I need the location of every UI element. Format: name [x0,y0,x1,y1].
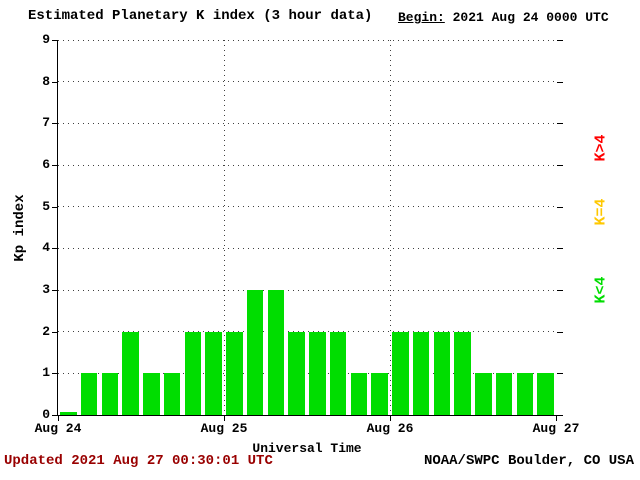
y-tick-mark-left [52,123,58,125]
kp-bar [205,331,222,415]
legend-item-K4: K<4 [592,276,610,304]
y-tick-mark-right [557,248,563,250]
gridline-horizontal [58,247,556,249]
kp-bar [392,331,409,415]
y-tick-label: 5 [42,198,50,214]
y-tick-mark-right [557,40,563,41]
begin-info: Begin: 2021 Aug 24 0000 UTC [398,10,609,25]
y-tick-mark-right [557,290,563,291]
y-tick-mark-right [557,331,563,333]
gridline-vertical [224,40,225,415]
y-tick-mark-right [557,165,563,166]
gridline-horizontal [58,39,556,41]
gridline-horizontal [58,372,556,374]
legend-item-K4: K=4 [592,198,610,226]
kp-bar [246,290,264,415]
kp-bar [412,331,430,415]
y-tick-label: 8 [42,73,50,89]
x-axis-title: Universal Time [252,441,362,456]
y-tick-mark-left [52,331,58,333]
gridline-vertical [390,40,391,415]
gridline-horizontal [58,331,556,333]
y-tick-label: 1 [42,365,50,381]
y-tick-label: 6 [42,157,50,172]
x-tick-label: Aug 25 [200,421,248,436]
y-tick-mark-right [557,373,563,375]
gridline-horizontal [58,164,556,166]
y-tick-label: 2 [42,323,50,339]
gridline-horizontal [58,289,556,291]
y-tick-label: 0 [42,407,50,422]
kp-bar [329,331,347,415]
gridline-horizontal [58,206,556,208]
kp-bar [288,331,305,415]
x-tick-mark [556,416,557,421]
gridline-horizontal [58,122,556,124]
kp-bar [80,373,98,415]
y-tick-mark-left [52,40,58,41]
y-tick-label: 9 [42,32,50,47]
y-tick-mark-left [52,81,58,83]
y-tick-mark-left [52,415,58,416]
y-tick-mark-left [52,248,58,250]
y-tick-mark-left [52,165,58,166]
kp-bar [475,373,492,415]
plot-area [58,39,556,415]
x-tick-label: Aug 26 [366,421,414,436]
updated-timestamp: Updated 2021 Aug 27 00:30:01 UTC [4,453,273,469]
y-tick-mark-right [557,415,563,416]
source-credit: NOAA/SWPC Boulder, CO USA [423,453,634,469]
kp-bar [495,373,513,415]
y-tick-mark-right [557,123,563,125]
x-tick-mark [224,416,225,421]
kp-bar [433,331,451,415]
kp-bar [163,373,181,415]
begin-value: 2021 Aug 24 0000 UTC [452,10,609,25]
kp-bar [267,290,285,415]
kp-bar [350,373,368,415]
y-tick-label: 3 [42,282,50,297]
x-tick-mark [390,416,391,421]
x-tick-label: Aug 24 [34,421,82,436]
kp-bar [60,412,77,415]
y-tick-mark-left [52,290,58,291]
y-tick-mark-left [52,206,58,208]
kp-bar [516,373,534,415]
x-axis-line [57,415,557,416]
kp-bar [371,373,388,415]
y-tick-mark-right [557,81,563,83]
y-tick-label: 7 [42,115,50,131]
kp-bar [143,373,160,415]
kp-bar [226,331,243,415]
y-tick-mark-left [52,373,58,375]
chart-title: Estimated Planetary K index (3 hour data… [28,8,373,24]
x-tick-mark [58,416,59,421]
y-axis-line [57,40,58,416]
y-tick-label: 4 [42,240,50,256]
x-tick-label: Aug 27 [532,421,580,436]
legend-item-K4: K>4 [592,134,610,162]
kp-bar [454,331,471,415]
gridline-horizontal [58,81,556,83]
kp-bar [537,373,554,415]
begin-label: Begin: [398,10,445,25]
kp-bar [309,331,326,415]
y-tick-mark-right [557,206,563,208]
y-axis-title: Kp index [12,194,28,262]
kp-bar [101,373,119,415]
kp-bar [184,331,202,415]
kp-bar [122,331,139,415]
